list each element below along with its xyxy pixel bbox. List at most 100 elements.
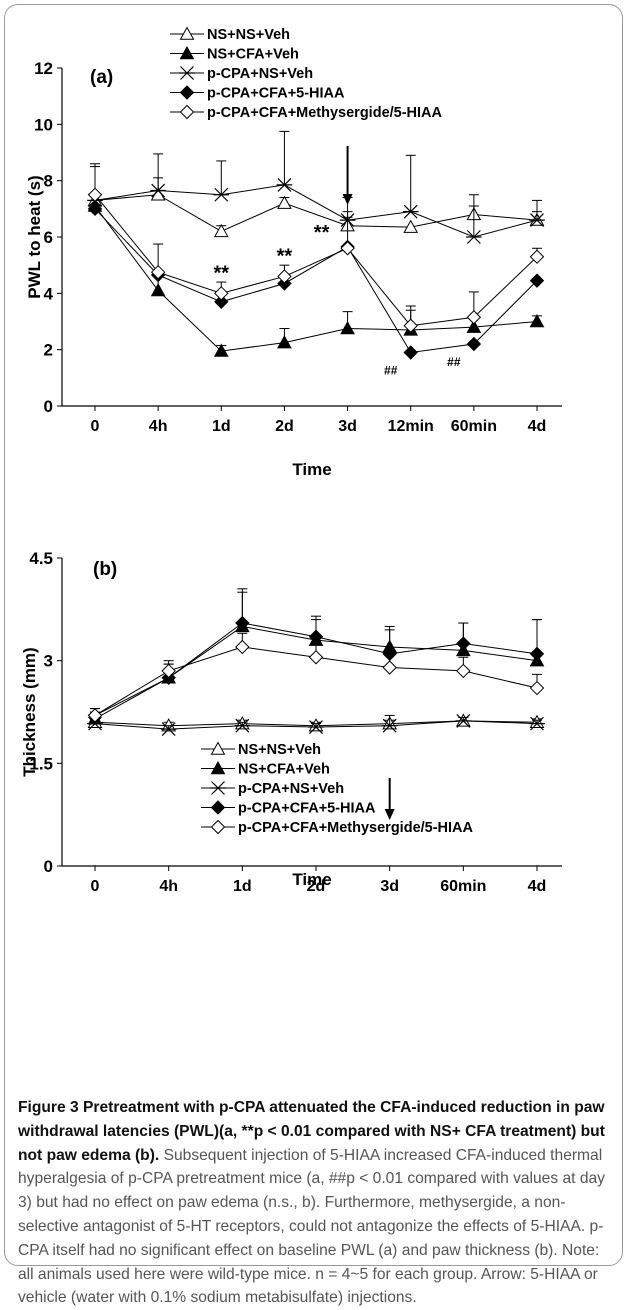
data-point — [87, 187, 103, 202]
y-tick-label: 6 — [44, 228, 53, 247]
legend-label: p-CPA+NS+Veh — [238, 781, 344, 797]
significance-label: ** — [213, 262, 229, 284]
legend-marker — [179, 26, 195, 40]
data-point — [529, 273, 545, 288]
data-point — [87, 716, 103, 731]
data-point — [213, 223, 229, 238]
x-tick-label: 2d — [307, 878, 326, 895]
legend-marker — [179, 104, 195, 120]
series-4 — [87, 166, 545, 333]
data-point — [87, 708, 103, 723]
legend-label: p-CPA+CFA+5-HIAA — [238, 801, 376, 817]
panel-label: (b) — [93, 559, 117, 580]
series-line — [94, 208, 538, 354]
significance-label: ** — [277, 245, 293, 267]
data-point — [87, 201, 103, 217]
y-tick-label: 4 — [44, 284, 54, 303]
data-point — [308, 650, 324, 665]
data-point — [466, 310, 482, 325]
data-point — [529, 646, 545, 662]
caption-body: Subsequent injection of 5-HIAA increased… — [18, 1146, 605, 1307]
series-4 — [87, 632, 545, 723]
x-tick-label: 4h — [159, 878, 178, 895]
data-point — [150, 183, 166, 198]
significance-label: ## — [447, 355, 461, 369]
data-point — [402, 204, 419, 219]
x-axis-title: Time — [292, 460, 331, 479]
chart-b: 0 1.5 3 4.5 0 4h 1d 2d 3d 60min 4d Time Thickness (m… — [20, 549, 562, 895]
y-tick-label: 3 — [44, 652, 53, 671]
data-point — [466, 336, 482, 352]
data-point — [466, 319, 482, 333]
series-2 — [87, 713, 545, 737]
data-point — [529, 213, 545, 228]
y-tick-label: 2 — [44, 341, 53, 360]
x-tick-label: 3d — [380, 878, 399, 895]
data-point — [455, 713, 472, 728]
y-tick-label: 8 — [44, 172, 53, 191]
series-line — [94, 184, 538, 238]
legend-marker — [210, 781, 226, 795]
data-point — [466, 230, 482, 244]
data-point — [340, 241, 355, 256]
legend-marker — [210, 741, 226, 755]
data-point — [276, 177, 293, 192]
caption-title: Figure 3 Pretreatment with p-CPA attenua… — [18, 1099, 605, 1164]
legend-marker — [179, 66, 195, 80]
data-point — [160, 722, 177, 737]
data-point — [403, 345, 418, 360]
data-point — [308, 720, 324, 734]
figure-caption: Figure 3 Pretreatment with p-CPA attenua… — [18, 1096, 616, 1310]
x-tick-label: 1d — [212, 418, 231, 435]
chart-a: 0 2 4 6 8 10 12 0 4h 1d 2d 3d 12min 60min 4d Time PWL to… — [25, 26, 562, 479]
data-point — [213, 187, 230, 202]
x-tick-label: 3d — [338, 418, 357, 435]
data-point — [277, 195, 292, 209]
data-point — [214, 294, 229, 309]
legend-marker — [179, 85, 195, 100]
data-point — [161, 663, 176, 679]
x-tick-label: 0 — [91, 878, 100, 895]
y-tick-label: 10 — [34, 115, 53, 134]
data-point — [277, 335, 292, 349]
data-point — [213, 343, 229, 357]
legend-label: NS+NS+Veh — [207, 27, 290, 43]
x-tick-label: 4h — [149, 418, 168, 435]
significance-label: ## — [384, 363, 398, 377]
data-point — [277, 269, 292, 284]
legend-marker — [210, 760, 226, 775]
x-tick-label: 12min — [388, 418, 434, 435]
data-point — [456, 663, 471, 679]
y-tick-label: 4.5 — [29, 549, 53, 568]
legend-label: p-CPA+CFA+5-HIAA — [207, 86, 345, 102]
data-point — [529, 249, 545, 264]
data-point — [235, 615, 250, 631]
legend-marker — [210, 819, 226, 835]
y-tick-label: 0 — [44, 857, 53, 876]
x-tick-label: 4d — [528, 878, 547, 895]
injection-arrow-head — [342, 194, 353, 205]
y-tick-label: 1.5 — [29, 754, 53, 773]
y-tick-label: 12 — [34, 59, 53, 78]
legend: NS+NS+Veh NS+CFA+Veh p-CPA+NS+Veh p-CPA+CFA… — [201, 741, 474, 836]
panel-label: (a) — [90, 67, 113, 88]
legend: NS+NS+Veh NS+CFA+Veh p-CPA+NS+Veh p-CPA+CFA… — [170, 26, 443, 121]
data-point — [529, 680, 545, 696]
data-point — [529, 716, 545, 731]
series-line — [94, 194, 538, 232]
y-axis-title: PWL to heat (s) — [25, 175, 44, 298]
data-point — [456, 636, 471, 651]
legend-label: p-CPA+CFA+Methysergide/5-HIAA — [207, 105, 443, 121]
series-line — [94, 194, 538, 327]
y-tick-label: 0 — [44, 397, 53, 416]
legend-label: NS+NS+Veh — [238, 742, 321, 758]
data-point — [150, 265, 166, 280]
legend-label: p-CPA+NS+Veh — [207, 66, 313, 82]
data-point — [381, 718, 398, 733]
legend-marker — [210, 800, 226, 815]
data-point — [234, 718, 251, 733]
x-tick-label: 1d — [233, 878, 252, 895]
data-point — [529, 313, 545, 328]
x-tick-label: 60min — [440, 878, 486, 895]
series-line — [94, 205, 538, 352]
